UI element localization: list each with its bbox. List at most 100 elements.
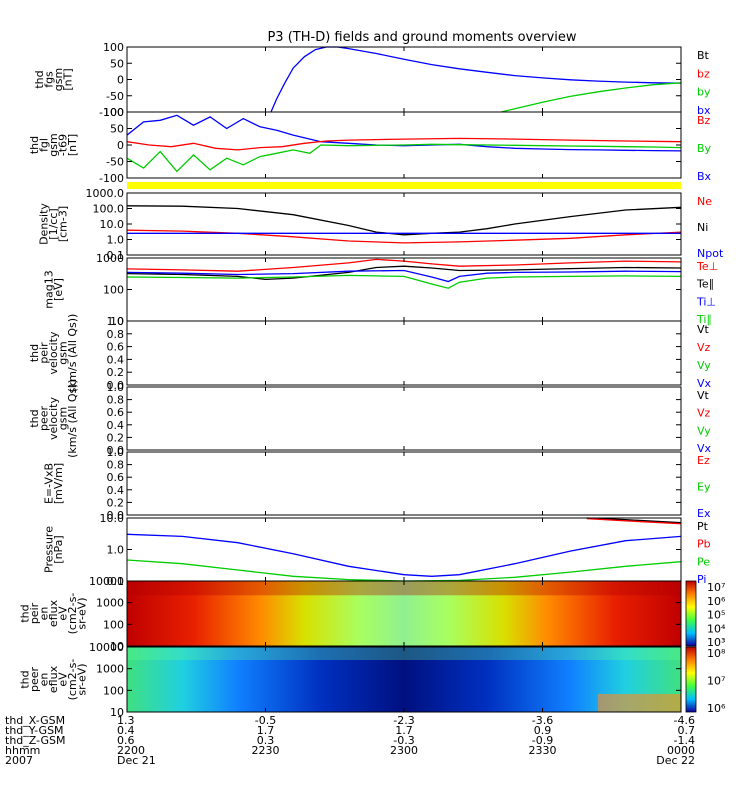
y-axis-label: peer (28, 667, 41, 693)
colorbar-tick-label: 10⁷ (707, 581, 725, 594)
colorbar-tick-label: 10⁸ (707, 647, 726, 660)
panel-temperature (126, 257, 682, 322)
x-axis-row-label: thd_Z-GSM (5, 734, 65, 747)
series-temperature-line (126, 269, 682, 283)
x-axis-tick-label: 0.6 (117, 734, 135, 747)
y-tick-label: 0.0 (107, 379, 125, 392)
panel-ve (126, 386, 682, 451)
colorbar-ion_spec (685, 580, 697, 647)
y-tick-label: 10 (110, 315, 124, 328)
y-axis-label: [cm-3] (57, 206, 70, 242)
y-axis-label: thd (19, 604, 32, 622)
legend-efield-item: Ey (697, 481, 711, 494)
legend-pressure-item: Pe (697, 555, 710, 568)
y-tick-label: 0.1 (107, 575, 125, 588)
chart-title: P3 (TH-D) fields and ground moments over… (267, 30, 576, 45)
legend-temperature-item: Te∥ (696, 278, 714, 291)
x-axis-tick-label: Dec 22 (656, 754, 695, 767)
x-axis-tick-label: 0.9 (534, 724, 552, 737)
panel-density (126, 192, 682, 256)
legend-fgs-item: bz (697, 67, 710, 80)
panel-vi (126, 320, 682, 386)
y-axis-label: gsm (52, 68, 65, 91)
y-axis-label: thd (28, 344, 41, 362)
x-axis-tick-label: -0.3 (393, 734, 414, 747)
x-axis-tick-label: -4.6 (674, 714, 695, 727)
y-tick-label: 10.0 (100, 512, 125, 525)
x-axis-tick-label: -1.4 (674, 734, 695, 747)
y-axis-label: mag13 (42, 270, 55, 308)
legend-pressure-item: Pt (697, 520, 709, 533)
y-axis-label: en (38, 607, 51, 621)
y-axis-label: [nPa] (52, 535, 65, 563)
legend-vi-item: Vy (697, 359, 711, 372)
y-axis-label: sr-eV) (76, 663, 89, 695)
legend-fgl-item: Bx (697, 170, 712, 183)
y-axis-label: [nT] (61, 68, 74, 90)
series-fgs-line (270, 46, 682, 113)
legend-ve-item: Vt (697, 389, 710, 402)
series-temperature-line (126, 265, 682, 281)
y-tick-label: 10 (110, 706, 124, 719)
x-axis-tick-label: 2330 (529, 744, 557, 757)
y-tick-label: 1.0 (107, 544, 125, 557)
y-axis-label: gsm (47, 133, 60, 156)
y-tick-label: 10.0 (100, 218, 125, 231)
y-axis-label: (cm2-s- (66, 659, 79, 701)
y-axis-label: -t69 (57, 134, 70, 156)
y-axis-label: eflux (47, 599, 60, 627)
y-tick-label: 0.4 (107, 353, 125, 366)
y-tick-label: 1.0 (107, 234, 125, 247)
legend-density-item: Ni (697, 221, 708, 234)
y-tick-label: 0 (117, 139, 124, 152)
y-axis-label: eV (57, 672, 70, 687)
y-tick-label: 0.6 (107, 406, 125, 419)
x-axis-tick-label: 1.3 (117, 714, 135, 727)
panel-frame-density (126, 192, 682, 256)
colorbar-tick-label: 10⁶ (707, 702, 726, 715)
panel-frame-efield (126, 451, 682, 516)
y-axis-label: Density (38, 203, 51, 245)
panel-fgl (126, 111, 682, 179)
y-axis-label: E=-VxB (42, 463, 55, 504)
x-axis-row-label: 2007 (5, 754, 33, 767)
legend-temperature-item: Ti∥ (696, 313, 712, 326)
panel-pressure (126, 517, 682, 582)
y-tick-label: 50 (110, 57, 124, 70)
legend-fgl-item: Bz (697, 114, 711, 127)
x-axis-tick-label: -3.6 (532, 714, 553, 727)
legend-vi-item: Vx (697, 377, 712, 390)
y-tick-label: 1.0 (107, 446, 125, 459)
legend-density-item: Npot (697, 247, 724, 260)
panel-frame-ve (126, 386, 682, 451)
y-tick-label: 1.0 (107, 315, 125, 328)
y-tick-label: 0.6 (107, 341, 125, 354)
x-axis-tick-label: -0.9 (532, 734, 553, 747)
series-temperature-line (126, 274, 682, 289)
y-tick-label: 1000 (96, 252, 124, 265)
legend-fgs-item: by (697, 86, 711, 99)
y-tick-label: 50 (110, 123, 124, 136)
y-tick-label: 0.8 (107, 459, 125, 472)
y-axis-label: [1/cc] (47, 208, 60, 239)
panel-ion_spec (126, 580, 697, 647)
y-tick-label: 100 (103, 41, 124, 54)
y-tick-label: 100 (103, 684, 124, 697)
y-axis-label: thd (19, 670, 32, 688)
y-tick-label: 0.0 (107, 444, 125, 457)
y-tick-label: 10 (110, 640, 124, 653)
legend-pressure-item: Pb (697, 538, 711, 551)
series-fgs-line (500, 82, 682, 113)
colorbar-tick-label: 10⁵ (707, 609, 725, 622)
y-tick-label: 0.6 (107, 471, 125, 484)
y-axis-label: [mV/m] (52, 463, 65, 504)
y-axis-label: [nT] (66, 134, 79, 156)
legend-efield-item: Ez (697, 454, 710, 467)
y-axis-label: fgs (42, 71, 55, 88)
series-pressure-line (586, 517, 682, 524)
y-tick-label: -100 (99, 106, 124, 119)
y-tick-label: 100 (103, 618, 124, 631)
series-pressure-line (126, 533, 682, 577)
y-axis-label: (km/s (All Qs)) (66, 314, 79, 393)
